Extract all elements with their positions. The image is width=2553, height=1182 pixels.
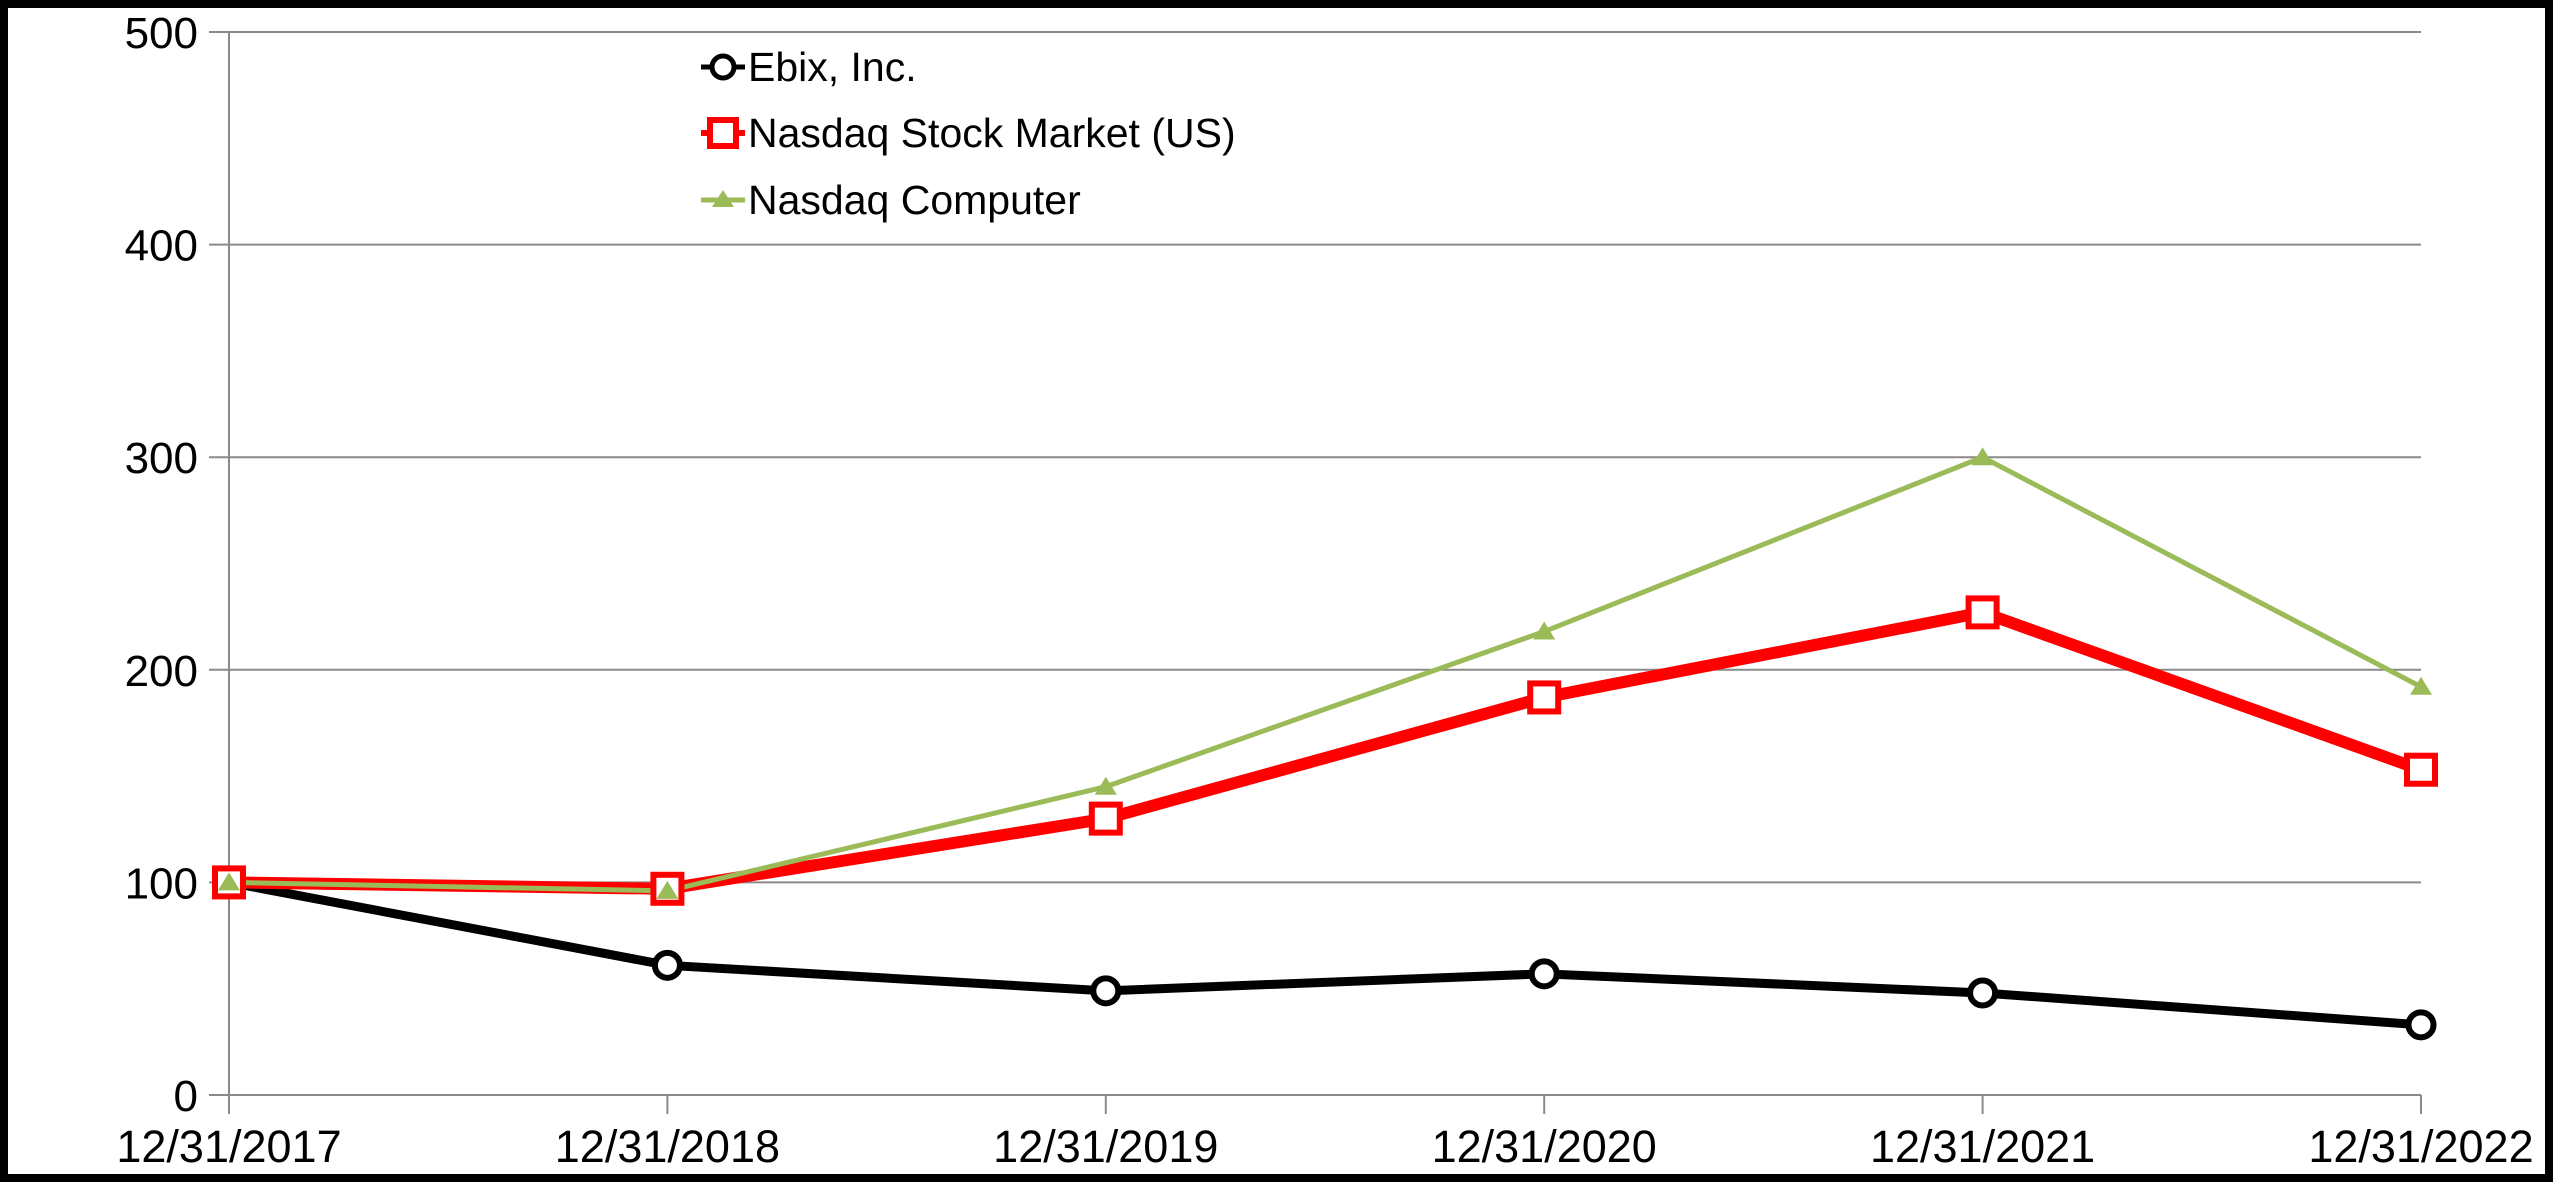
marker-nasdaq-stock-market-us-2	[1088, 801, 1123, 836]
series-line-ebix-inc	[228, 877, 2422, 1030]
legend-item-nasdaq-stock-market: Nasdaq Stock Market (US)	[701, 111, 1236, 155]
nasdaq-stock-market-square-marker-icon	[701, 117, 745, 149]
x-axis-label-5: 12/31/2022	[2308, 1121, 2533, 1172]
y-axis-label-100: 100	[125, 859, 198, 908]
marker-ebix-inc-3	[1528, 958, 1560, 990]
marker-ebix-inc-4	[1967, 977, 1999, 1009]
y-axis-label-0: 0	[174, 1072, 198, 1121]
legend-item-ebix: Ebix, Inc.	[701, 45, 917, 89]
y-axis-label-400: 400	[125, 222, 198, 271]
ebix-circle-marker-icon	[701, 53, 745, 81]
marker-nasdaq-stock-market-us-4	[1965, 595, 2000, 630]
x-axis-label-2: 12/31/2019	[993, 1121, 1218, 1172]
marker-nasdaq-computer-4	[1971, 447, 1994, 466]
marker-nasdaq-computer-0	[218, 872, 240, 891]
series-line-nasdaq-computer	[228, 454, 2423, 894]
series-line-nasdaq-stock-market-us	[228, 606, 2424, 895]
marker-nasdaq-computer-1	[656, 880, 679, 899]
marker-nasdaq-computer-3	[1533, 621, 1556, 640]
marker-ebix-inc-5	[2405, 1009, 2437, 1041]
legend-item-nasdaq-computer: Nasdaq Computer	[701, 178, 1081, 222]
nasdaq-computer-triangle-marker-icon	[701, 190, 745, 207]
y-axis-label-200: 200	[125, 647, 198, 696]
marker-nasdaq-stock-market-us-3	[1527, 680, 1562, 715]
marker-nasdaq-computer-5	[2410, 676, 2432, 695]
x-axis-label-0: 12/31/2017	[116, 1121, 341, 1172]
x-axis-label-4: 12/31/2021	[1870, 1121, 2095, 1172]
marker-nasdaq-stock-market-us-5	[2404, 752, 2438, 787]
legend-label-nasdaq-computer: Nasdaq Computer	[748, 177, 1081, 223]
x-axis-label-3: 12/31/2020	[1432, 1121, 1657, 1172]
legend-label-nasdaq-stock-market: Nasdaq Stock Market (US)	[748, 110, 1236, 156]
marker-nasdaq-computer-2	[1094, 776, 1117, 795]
marker-ebix-inc-2	[1090, 975, 1122, 1007]
legend-label-ebix: Ebix, Inc.	[748, 44, 917, 90]
y-axis-label-500: 500	[125, 9, 198, 58]
marker-ebix-inc-1	[651, 949, 683, 981]
x-axis-label-1: 12/31/2018	[555, 1121, 780, 1172]
y-axis-label-300: 300	[125, 434, 198, 483]
